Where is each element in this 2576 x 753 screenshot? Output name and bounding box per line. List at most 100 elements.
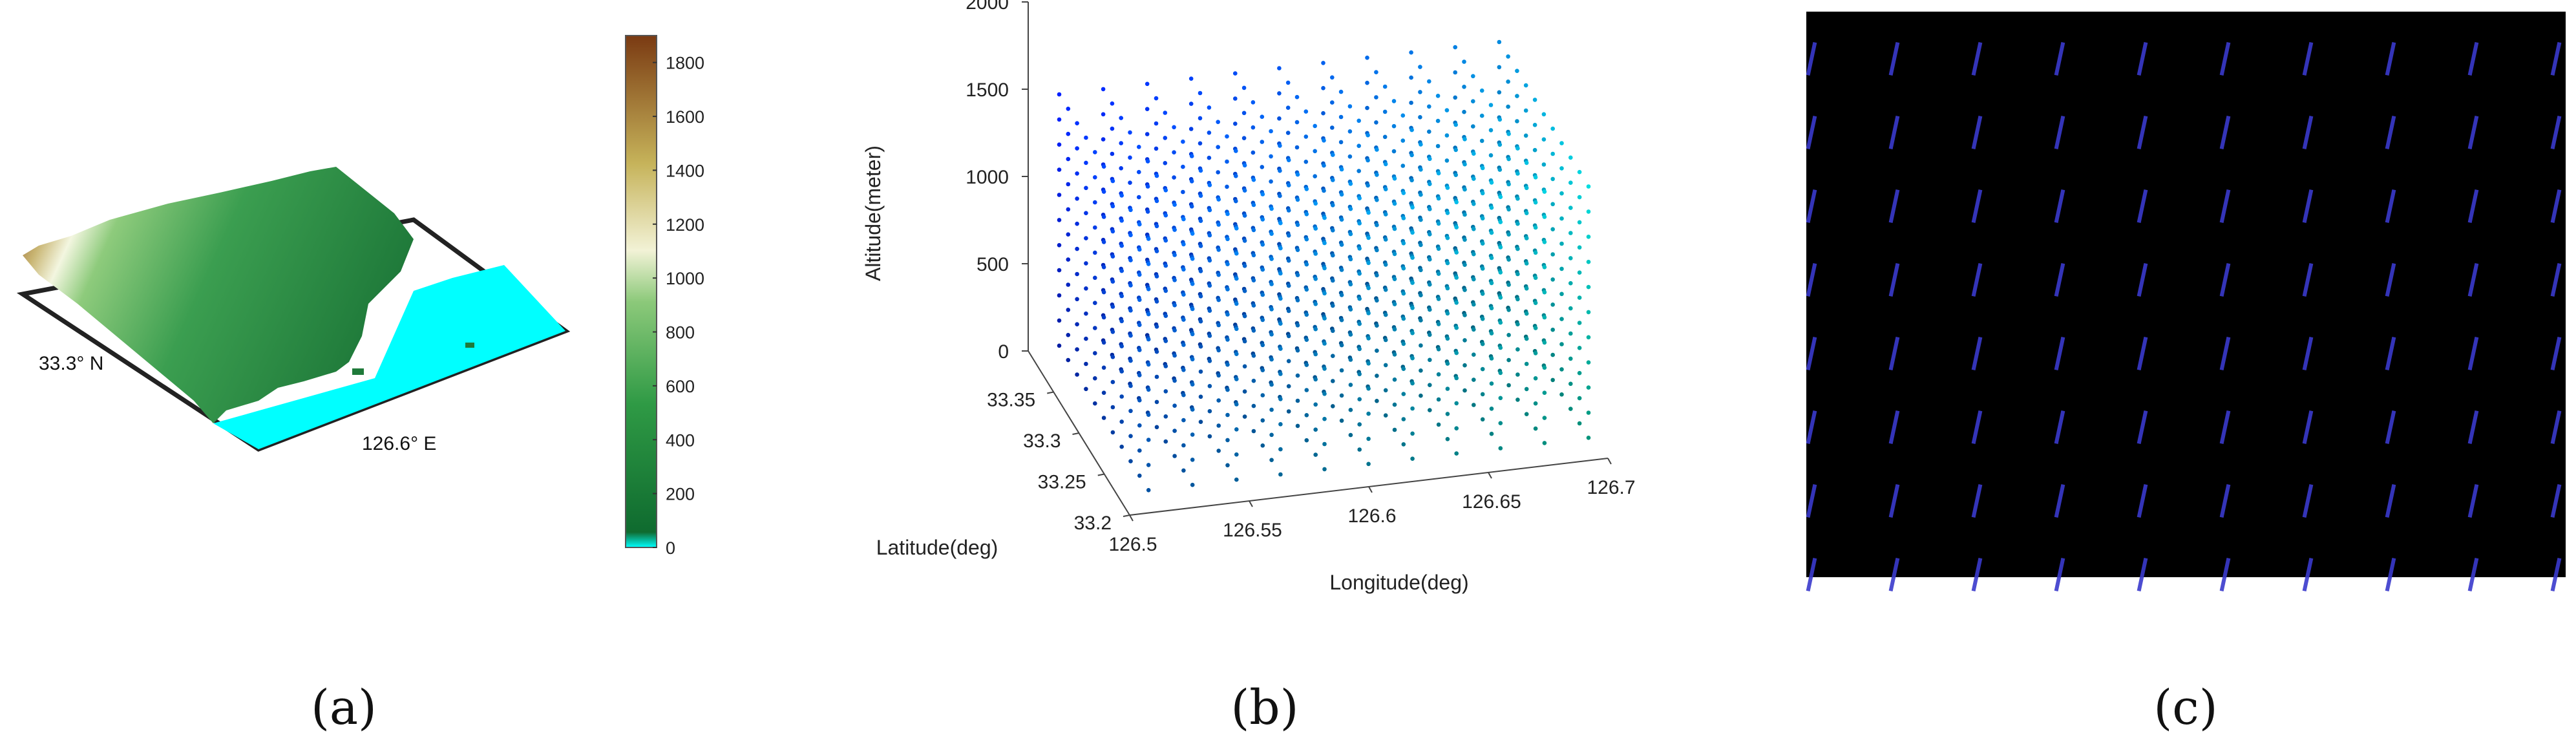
scatter-point: [1472, 251, 1476, 257]
scatter-point: [1506, 54, 1510, 59]
scatter-point: [1286, 208, 1291, 213]
scatter-point: [1119, 369, 1124, 374]
image-mark: [2302, 115, 2314, 150]
scatter-point: [1392, 226, 1397, 231]
scatter-point: [1383, 312, 1388, 317]
scatter-point: [1321, 61, 1325, 65]
scatter-point: [1515, 398, 1520, 402]
scatter-point: [1409, 127, 1414, 133]
scatter-point: [1207, 408, 1212, 414]
scatter-point: [1410, 230, 1415, 235]
scatter-point: [1066, 207, 1071, 212]
scatter-point: [1498, 220, 1503, 224]
scatter-point: [1357, 346, 1362, 352]
scatter-point: [1498, 421, 1503, 425]
scatter-point: [1375, 248, 1379, 253]
scatter-point: [1427, 104, 1431, 109]
image-mark: [2385, 483, 2396, 518]
scatter-point: [1436, 297, 1441, 301]
scatter-point: [1093, 225, 1097, 230]
scatter-point: [1322, 138, 1326, 143]
scatter-point: [1366, 336, 1371, 341]
scatter-point: [1568, 306, 1573, 311]
scatter-point: [1462, 363, 1467, 368]
scatter-point: [1251, 378, 1256, 383]
scatter-point: [1154, 121, 1159, 126]
scatter-point: [1330, 100, 1335, 105]
scatter-point: [1419, 142, 1423, 147]
island-mark: [465, 343, 474, 348]
scatter-point: [1242, 313, 1247, 319]
scatter-point: [1163, 263, 1168, 268]
scatter-point: [1559, 141, 1564, 145]
scatter-point: [1445, 286, 1450, 291]
scatter-point: [1084, 236, 1088, 240]
scatter-point: [1410, 306, 1415, 310]
scatter-point: [1498, 195, 1503, 200]
scatter-point: [1322, 291, 1327, 296]
scatter-point: [1234, 301, 1239, 306]
scatter-point: [1216, 197, 1221, 202]
scatter-point: [1515, 221, 1520, 226]
scatter-point: [1401, 341, 1406, 346]
image-mark: [2137, 410, 2148, 445]
scatter-point: [1146, 262, 1151, 266]
scatter-point: [1586, 259, 1591, 264]
scatter-point: [1057, 218, 1062, 222]
scatter-point: [1172, 202, 1177, 207]
scatter-point: [1242, 414, 1247, 419]
scatter-point: [1075, 146, 1079, 151]
scatter-point: [1339, 393, 1344, 398]
scatter-point: [1472, 176, 1476, 181]
scatter-point: [1251, 278, 1256, 283]
scatter-point: [1163, 161, 1168, 165]
scatter-point: [1181, 317, 1186, 322]
scatter-point: [1101, 87, 1106, 92]
image-mark: [2385, 189, 2396, 224]
x-tick-label: 126.6: [1347, 505, 1396, 527]
scatter-point: [1304, 337, 1309, 342]
scatter-point: [1410, 406, 1415, 411]
scatter-point: [1383, 388, 1388, 393]
scatter-point: [1419, 343, 1423, 348]
scatter-point: [1057, 343, 1062, 348]
colorbar-tick-label: 1600: [666, 107, 704, 127]
scatter-point: [1075, 221, 1079, 226]
scatter-point: [1269, 206, 1274, 211]
scatter-point: [1428, 182, 1432, 187]
scatter-point: [1242, 213, 1247, 218]
scatter-point: [1225, 463, 1230, 468]
scatter-point: [1295, 248, 1300, 253]
scatter-point: [1137, 297, 1142, 302]
scatter-point: [1428, 207, 1432, 211]
scatter-point: [1489, 306, 1494, 311]
image-mark: [1806, 336, 1817, 371]
x-tick-label: 126.7: [1587, 477, 1635, 498]
scatter-point: [1145, 81, 1150, 87]
scatter-point: [1454, 451, 1459, 456]
scatter-point: [1480, 165, 1485, 171]
colorbar: [625, 35, 657, 548]
scatter-point: [1401, 241, 1406, 246]
scatter-point: [1410, 456, 1415, 461]
scatter-point: [1075, 297, 1079, 302]
scatter-point: [1339, 293, 1344, 297]
scatter-point: [1119, 141, 1123, 145]
scatter-point: [1163, 364, 1168, 368]
scatter-point: [1216, 423, 1221, 428]
scatter-point: [1445, 311, 1450, 316]
scatter-point: [1454, 350, 1459, 355]
scatter-point: [1454, 301, 1459, 305]
scatter-point: [1278, 447, 1283, 452]
scatter-point: [1347, 104, 1353, 109]
scatter-point: [1093, 275, 1097, 281]
scatter-point: [1207, 334, 1212, 338]
scatter-point: [1524, 336, 1529, 341]
caption-c: (c): [2153, 680, 2217, 736]
scatter-point: [1348, 206, 1353, 211]
scatter-point: [1382, 109, 1388, 114]
scatter-point: [1145, 132, 1150, 136]
scatter-point: [1234, 226, 1239, 231]
island-mark: [352, 368, 364, 375]
scatter-point: [1550, 202, 1555, 207]
